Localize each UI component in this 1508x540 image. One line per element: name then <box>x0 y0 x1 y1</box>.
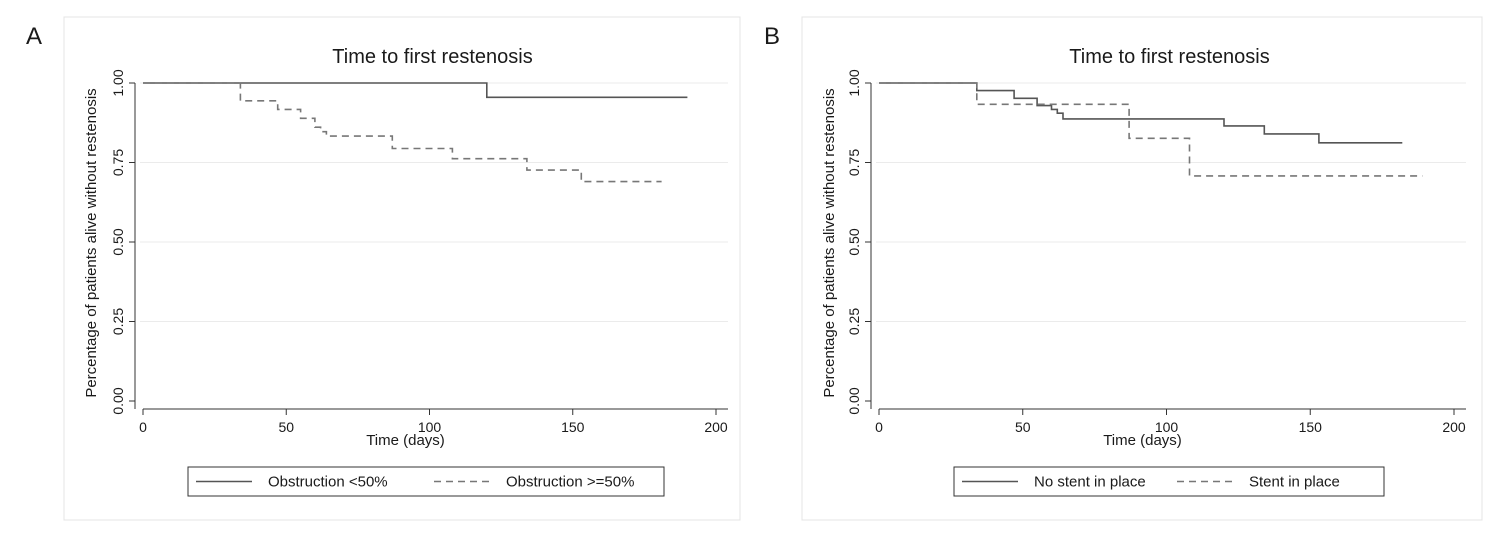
x-tick-label: 100 <box>1155 419 1179 435</box>
x-tick-label: 0 <box>139 419 147 435</box>
series-line-2 <box>879 82 1423 177</box>
y-tick-label: 0.25 <box>110 308 126 335</box>
x-tick-label: 150 <box>561 419 585 435</box>
legend-label: Stent in place <box>1249 474 1340 491</box>
legend-label: Obstruction <50% <box>268 474 388 491</box>
x-tick-label: 150 <box>1299 419 1323 435</box>
series-line-2 <box>143 82 662 183</box>
chart-title: Time to first restenosis <box>332 46 532 68</box>
legend-label: No stent in place <box>1034 474 1146 491</box>
y-tick-label: 0.25 <box>846 308 862 335</box>
chart-title: Time to first restenosis <box>1069 46 1269 68</box>
series-line-1 <box>143 82 688 99</box>
y-tick-label: 0.75 <box>110 149 126 176</box>
legend-box <box>953 466 1385 497</box>
y-axis-label: Percentage of patients alive without res… <box>83 88 100 397</box>
y-tick-label: 1.00 <box>846 69 862 96</box>
y-tick-label: 0.50 <box>846 228 862 255</box>
legend-box <box>187 466 665 497</box>
x-tick-label: 50 <box>1015 419 1031 435</box>
series-line-1 <box>879 82 1403 144</box>
chart-panel-a: A Time to first restenosis 0.00 0.25 0.50 0.7… <box>26 16 741 521</box>
y-tick-label: 1.00 <box>110 69 126 96</box>
legend-label: Obstruction >=50% <box>506 474 634 491</box>
x-tick-label: 0 <box>875 419 883 435</box>
x-tick-label: 50 <box>278 419 294 435</box>
panel-frame <box>801 16 1483 521</box>
y-tick-label: 0.50 <box>110 228 126 255</box>
chart-panel-b: B Time to first restenosis 0.00 0.25 0.50 0.7… <box>764 16 1483 521</box>
panel-label: B <box>764 23 780 50</box>
x-axis-label: Time (days) <box>366 432 445 449</box>
y-tick-label: 0.00 <box>846 387 862 414</box>
panel-label: A <box>26 23 42 50</box>
x-tick-label: 200 <box>704 419 728 435</box>
y-axis-label: Percentage of patients alive without res… <box>821 88 838 397</box>
x-axis-label: Time (days) <box>1103 432 1182 449</box>
x-tick-label: 200 <box>1442 419 1466 435</box>
y-tick-label: 0.00 <box>110 387 126 414</box>
x-tick-label: 100 <box>418 419 442 435</box>
y-tick-label: 0.75 <box>846 149 862 176</box>
panel-frame <box>63 16 741 521</box>
